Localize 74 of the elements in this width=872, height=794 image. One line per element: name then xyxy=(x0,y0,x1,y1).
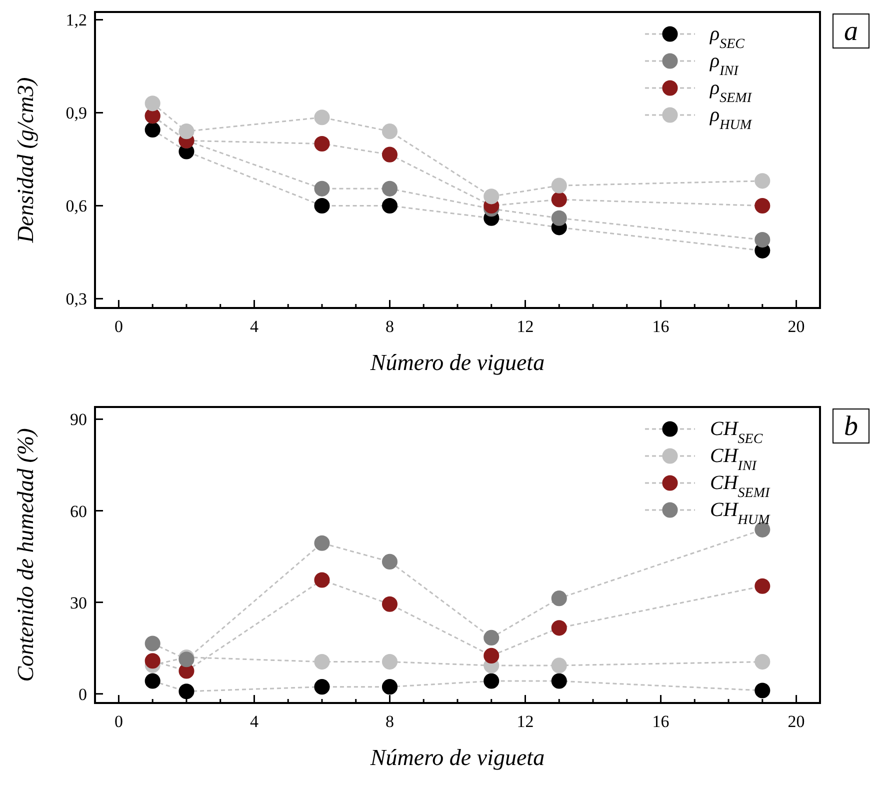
point xyxy=(382,596,398,612)
y-tick-label: 0,3 xyxy=(66,290,87,309)
point xyxy=(382,180,398,196)
point xyxy=(551,658,567,674)
point xyxy=(754,173,770,189)
text: b xyxy=(844,411,858,442)
legend-label: ρ$_{SEC}$ xyxy=(709,23,746,52)
x-tick-label: 0 xyxy=(114,317,123,336)
x-tick-label: 16 xyxy=(652,317,670,336)
x-tick-label: 12 xyxy=(516,317,534,336)
point xyxy=(314,110,330,126)
x-tick-label: 4 xyxy=(250,317,259,336)
y-tick-label: 90 xyxy=(70,410,87,430)
y-axis-title: Densidad (g/cm3) xyxy=(13,77,38,244)
point xyxy=(551,210,567,226)
x-tick-label: 8 xyxy=(385,317,394,336)
point xyxy=(754,232,770,248)
x-tick-label: 20 xyxy=(788,712,805,731)
x-tick-label: 20 xyxy=(788,317,805,336)
text: a xyxy=(844,16,858,47)
point xyxy=(314,136,330,152)
point xyxy=(754,578,770,594)
point xyxy=(144,673,160,689)
point xyxy=(144,96,160,112)
point xyxy=(314,535,330,551)
point xyxy=(754,654,770,670)
point xyxy=(484,630,500,646)
y-tick-label: 0,6 xyxy=(66,196,87,216)
point xyxy=(314,180,330,196)
point xyxy=(314,679,330,695)
legend-label: ρ$_{HUM}$ xyxy=(709,104,753,132)
point xyxy=(314,654,330,670)
legend-label: CH$_{SEMI}$ xyxy=(710,472,772,500)
point xyxy=(551,590,567,606)
point xyxy=(382,554,398,570)
point xyxy=(144,653,160,669)
point xyxy=(551,192,567,208)
point xyxy=(551,178,567,194)
point xyxy=(178,124,194,140)
x-axis-title: Número de vigueta xyxy=(369,745,545,770)
y-tick-label: 0 xyxy=(78,684,87,704)
point xyxy=(484,673,500,689)
y-axis-title: Contenido de humedad (%) xyxy=(13,428,38,682)
x-tick-label: 0 xyxy=(114,712,123,731)
point xyxy=(382,124,398,140)
point xyxy=(144,636,160,652)
point xyxy=(754,682,770,698)
point xyxy=(382,654,398,670)
point xyxy=(754,198,770,214)
point xyxy=(178,684,194,700)
point xyxy=(382,198,398,214)
y-tick-label: 0,9 xyxy=(66,104,87,123)
x-tick-label: 8 xyxy=(385,712,394,731)
point xyxy=(551,620,567,636)
point xyxy=(314,198,330,214)
x-tick-label: 12 xyxy=(516,712,534,731)
point xyxy=(382,146,398,162)
x-axis-title: Número de vigueta xyxy=(369,350,545,375)
point xyxy=(144,122,160,138)
point xyxy=(382,679,398,695)
point xyxy=(551,673,567,689)
point xyxy=(484,648,500,664)
x-tick-label: 16 xyxy=(652,712,670,731)
legend-label: CH$_{INI}$ xyxy=(710,445,758,474)
y-tick-label: 1,2 xyxy=(66,10,87,30)
legend-label: CH$_{HUM}$ xyxy=(710,499,772,528)
legend-label: ρ$_{SEMI}$ xyxy=(709,77,753,106)
point xyxy=(314,572,330,588)
y-tick-label: 60 xyxy=(70,502,87,521)
x-tick-label: 4 xyxy=(250,712,259,731)
legend-label: ρ$_{INI}$ xyxy=(709,50,740,78)
legend-label: CH$_{SEC}$ xyxy=(710,418,764,446)
y-tick-label: 30 xyxy=(70,593,87,612)
point xyxy=(484,188,500,204)
